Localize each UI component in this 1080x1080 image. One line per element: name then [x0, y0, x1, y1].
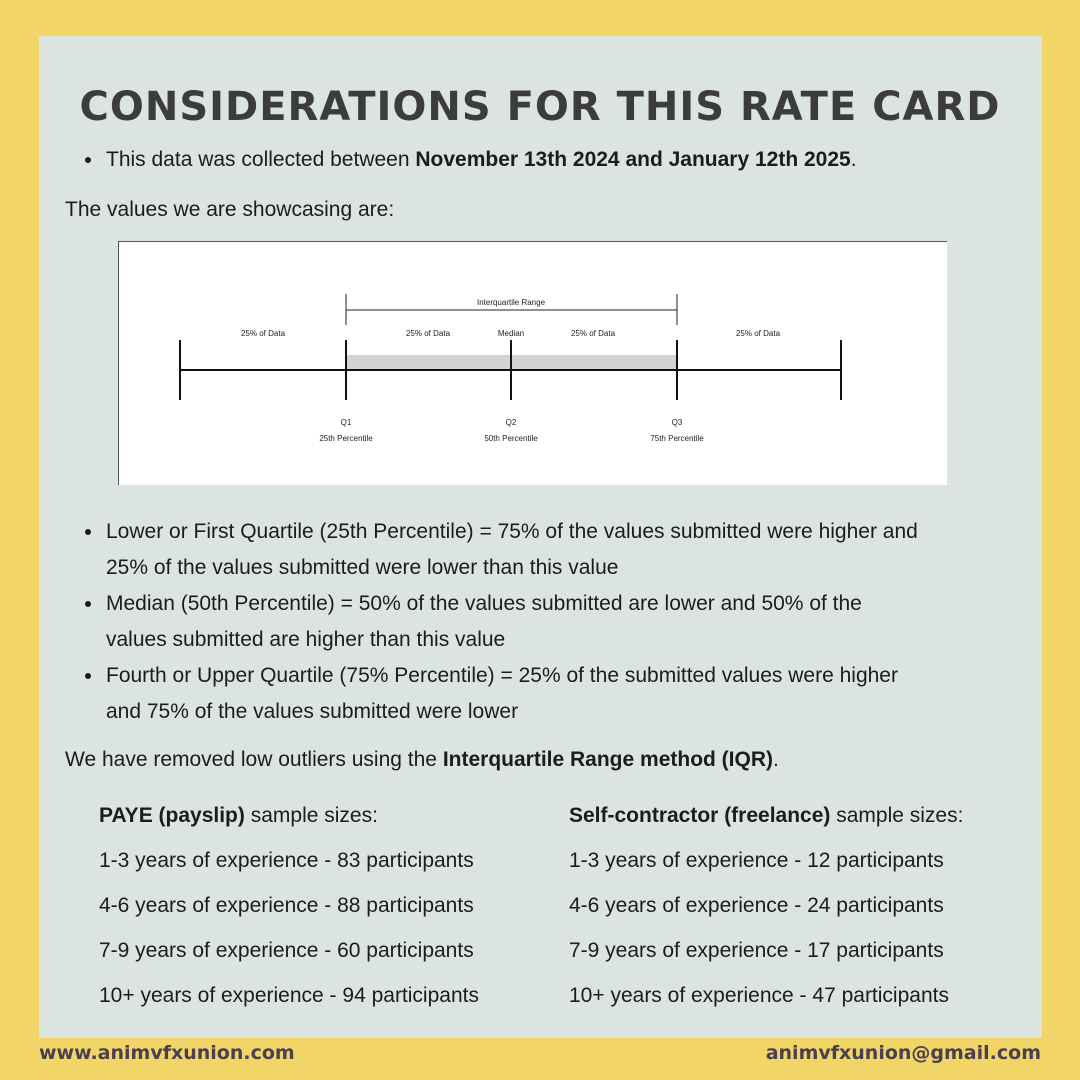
freelance-row: 7-9 years of experience - 17 participant… [569, 939, 944, 962]
q1-label: Q1 [341, 418, 352, 427]
quartile-diagram: Interquartile Range 25% of Data 25% of D… [118, 241, 947, 485]
collection-dates-text: This data was collected between November… [106, 148, 857, 171]
definition-line: Fourth or Upper Quartile (75% Percentile… [106, 664, 898, 687]
q2-sublabel: 50th Percentile [484, 434, 538, 443]
q3-sublabel: 75th Percentile [650, 434, 704, 443]
segment-label-4: 25% of Data [736, 329, 781, 338]
page-title: CONSIDERATIONS FOR THIS RATE CARD [79, 84, 1001, 130]
freelance-row: 10+ years of experience - 47 participant… [569, 984, 949, 1007]
iqr-label: Interquartile Range [477, 298, 546, 307]
freelance-row: 4-6 years of experience - 24 participant… [569, 894, 944, 917]
content-card [39, 36, 1042, 1038]
segment-label-2: 25% of Data [406, 329, 451, 338]
definition-line: 25% of the values submitted were lower t… [106, 556, 619, 579]
paye-heading: PAYE (payslip) sample sizes: [99, 804, 378, 827]
bullet [85, 673, 91, 679]
paye-row: 4-6 years of experience - 88 participant… [99, 894, 474, 917]
segment-label-1: 25% of Data [241, 329, 286, 338]
outliers-text: We have removed low outliers using the I… [65, 748, 779, 771]
outliers-method: Interquartile Range method (IQR) [442, 748, 773, 771]
bullet [85, 601, 91, 607]
quartile-diagram-svg: Interquartile Range 25% of Data 25% of D… [179, 294, 842, 443]
definition-line: values submitted are higher than this va… [106, 628, 506, 651]
paye-row: 7-9 years of experience - 60 participant… [99, 939, 474, 962]
segment-label-3: 25% of Data [571, 329, 616, 338]
q2-label: Q2 [506, 418, 517, 427]
footer-website-link[interactable]: www.animvfxunion.com [39, 1042, 295, 1064]
freelance-row: 1-3 years of experience - 12 participant… [569, 849, 944, 872]
q3-label: Q3 [672, 418, 683, 427]
median-label: Median [498, 329, 524, 338]
freelance-heading: Self-contractor (freelance) sample sizes… [569, 804, 964, 827]
definition-line: Lower or First Quartile (25th Percentile… [106, 520, 918, 543]
footer-email-link[interactable]: animvfxunion@gmail.com [765, 1042, 1041, 1064]
bullet [85, 529, 91, 535]
definition-line: Median (50th Percentile) = 50% of the va… [106, 592, 862, 615]
values-intro: The values we are showcasing are: [65, 198, 395, 221]
paye-row: 1-3 years of experience - 83 participant… [99, 849, 474, 872]
collection-dates: November 13th 2024 and January 12th 2025 [415, 148, 851, 171]
q1-sublabel: 25th Percentile [319, 434, 373, 443]
paye-row: 10+ years of experience - 94 participant… [99, 984, 479, 1007]
bullet [85, 157, 91, 163]
definition-line: and 75% of the values submitted were low… [106, 700, 519, 723]
